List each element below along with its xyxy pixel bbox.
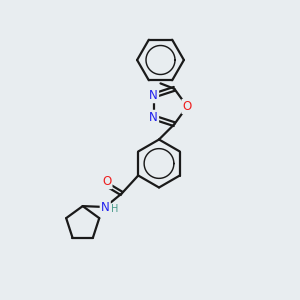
Text: O: O bbox=[183, 100, 192, 113]
Text: H: H bbox=[110, 204, 118, 214]
Text: N: N bbox=[149, 111, 158, 124]
Text: N: N bbox=[149, 89, 158, 102]
Text: N: N bbox=[101, 200, 110, 214]
Text: O: O bbox=[102, 175, 111, 188]
